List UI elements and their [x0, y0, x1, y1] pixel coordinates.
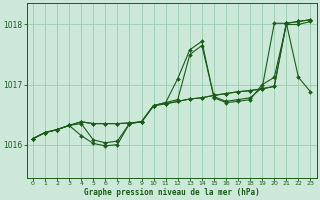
X-axis label: Graphe pression niveau de la mer (hPa): Graphe pression niveau de la mer (hPa) [84, 188, 260, 197]
